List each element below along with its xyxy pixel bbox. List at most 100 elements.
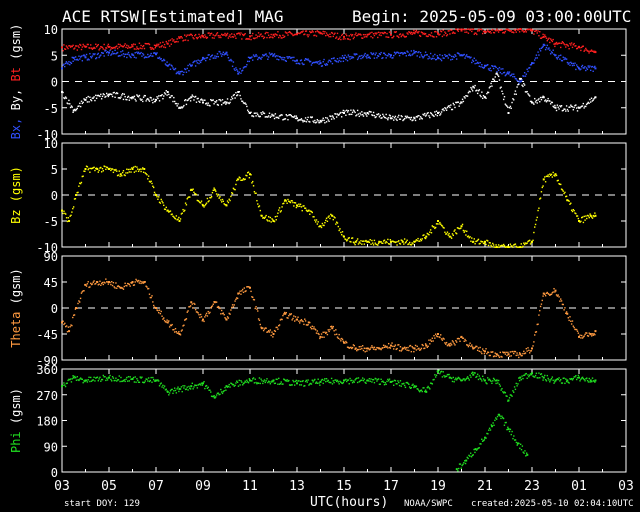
- sample-dot: [231, 306, 233, 309]
- sample-dot: [590, 69, 592, 72]
- sample-dot: [85, 53, 88, 56]
- sample-dot: [161, 315, 163, 317]
- sample-dot: [415, 29, 418, 32]
- sample-dot: [585, 215, 587, 217]
- sample-dot: [478, 65, 481, 67]
- sample-dot: [516, 79, 518, 82]
- sample-dot: [327, 216, 329, 218]
- sample-dot: [279, 35, 282, 37]
- sample-dot: [458, 463, 461, 465]
- sample-dot: [325, 380, 327, 383]
- sample-dot: [392, 380, 394, 382]
- sample-dot: [79, 58, 81, 60]
- sample-dot: [258, 377, 261, 379]
- sample-dot: [430, 232, 433, 234]
- sample-dot: [510, 107, 512, 110]
- sample-dot: [372, 37, 374, 39]
- sample-dot: [428, 233, 430, 236]
- data-point: [460, 225, 463, 228]
- sample-dot: [242, 102, 245, 104]
- sample-dot: [168, 392, 171, 394]
- sample-dot: [395, 383, 397, 385]
- sample-dot: [226, 316, 229, 318]
- sample-dot: [481, 66, 484, 69]
- sample-dot: [486, 432, 488, 435]
- sample-dot: [166, 94, 168, 96]
- sample-dot: [272, 55, 274, 57]
- sample-dot: [456, 29, 459, 31]
- sample-dot: [522, 451, 524, 453]
- sample-dot: [178, 107, 180, 109]
- sample-dot: [385, 57, 387, 59]
- sample-dot: [354, 54, 356, 56]
- sample-dot: [176, 332, 178, 334]
- sample-dot: [152, 98, 155, 100]
- sample-dot: [412, 119, 414, 121]
- sample-dot: [325, 116, 327, 119]
- sample-dot: [528, 28, 530, 30]
- sample-dot: [99, 55, 101, 57]
- sample-dot: [591, 377, 594, 379]
- sample-dot: [174, 218, 177, 220]
- sample-dot: [181, 70, 183, 73]
- sample-dot: [213, 37, 215, 39]
- sample-dot: [445, 233, 447, 235]
- sample-dot: [309, 210, 312, 212]
- sample-dot: [151, 46, 153, 49]
- sample-dot: [416, 388, 418, 390]
- sample-dot: [539, 37, 542, 39]
- sample-dot: [570, 323, 573, 325]
- data-point: [594, 379, 597, 382]
- sample-dot: [236, 297, 238, 299]
- sample-dot: [552, 105, 554, 108]
- series-2: [61, 43, 597, 85]
- sample-dot: [303, 385, 305, 387]
- sample-dot: [445, 35, 448, 37]
- sample-dot: [138, 168, 141, 171]
- sample-dot: [525, 91, 528, 93]
- data-point: [366, 54, 369, 57]
- sample-dot: [366, 36, 368, 38]
- sample-dot: [470, 345, 472, 348]
- sample-dot: [259, 382, 261, 385]
- sample-dot: [254, 55, 256, 57]
- sample-dot: [542, 95, 544, 97]
- sample-dot: [354, 379, 356, 381]
- sample-dot: [391, 57, 393, 59]
- sample-dot: [222, 34, 225, 36]
- sample-dot: [235, 67, 237, 69]
- sample-dot: [92, 53, 94, 55]
- data-point: [495, 353, 498, 356]
- sample-dot: [454, 32, 456, 34]
- sample-dot: [70, 324, 72, 326]
- sample-dot: [319, 121, 321, 124]
- sample-dot: [282, 383, 284, 385]
- sample-dot: [315, 35, 318, 37]
- sample-dot: [216, 392, 219, 395]
- x-tick-label: 15: [336, 479, 352, 494]
- sample-dot: [280, 57, 282, 59]
- sample-dot: [548, 37, 550, 39]
- data-point: [202, 56, 204, 59]
- sample-dot: [279, 211, 282, 213]
- sample-dot: [481, 91, 483, 93]
- sample-dot: [177, 386, 179, 388]
- sample-dot: [206, 56, 209, 59]
- sample-dot: [225, 318, 227, 320]
- sample-dot: [189, 388, 192, 390]
- sample-dot: [208, 32, 210, 34]
- sample-dot: [448, 105, 450, 107]
- sample-dot: [298, 380, 300, 382]
- sample-dot: [213, 103, 215, 105]
- sample-dot: [104, 282, 106, 284]
- sample-dot: [534, 101, 537, 103]
- sample-dot: [333, 57, 335, 59]
- data-point: [131, 281, 134, 283]
- sample-dot: [270, 221, 272, 223]
- sample-dot: [527, 374, 529, 376]
- sample-dot: [371, 381, 373, 383]
- sample-dot: [469, 91, 471, 93]
- sample-dot: [188, 196, 190, 198]
- sample-dot: [76, 191, 78, 194]
- sample-dot: [362, 379, 365, 382]
